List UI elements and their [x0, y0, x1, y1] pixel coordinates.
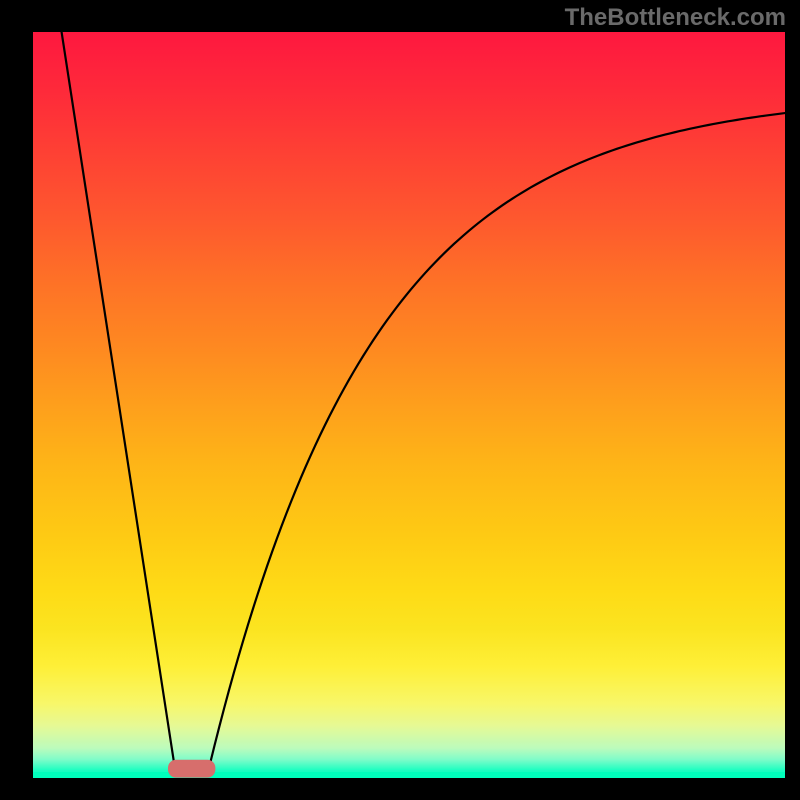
gradient-background: [33, 32, 785, 778]
vertex-marker: [168, 760, 215, 778]
chart-container: TheBottleneck.com: [0, 0, 800, 800]
watermark-text: TheBottleneck.com: [565, 4, 786, 32]
plot-svg: [33, 32, 785, 778]
plot-area: [33, 32, 785, 778]
bottom-band: [33, 772, 785, 778]
